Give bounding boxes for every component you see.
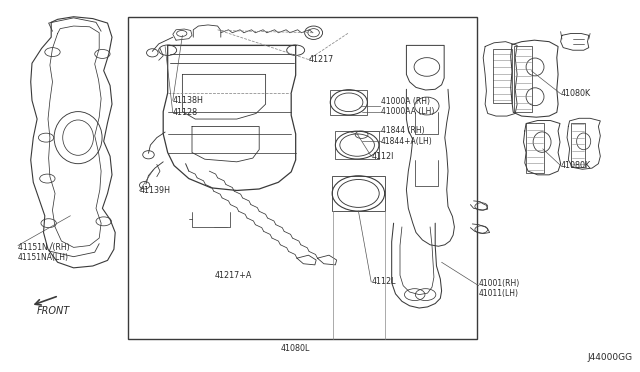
Text: 4112L: 4112L xyxy=(371,278,396,286)
Bar xyxy=(571,123,585,167)
Bar xyxy=(128,17,477,339)
Text: 41011(LH): 41011(LH) xyxy=(479,289,519,298)
Text: 41844+A(LH): 41844+A(LH) xyxy=(381,137,433,146)
Text: 41080K: 41080K xyxy=(561,161,591,170)
Text: 41000AA (LH): 41000AA (LH) xyxy=(381,107,434,116)
Text: 41128: 41128 xyxy=(173,108,198,117)
Text: J44000GG: J44000GG xyxy=(587,353,632,362)
Text: 41217: 41217 xyxy=(308,55,333,64)
Bar xyxy=(493,49,512,103)
Text: 41151NA(LH): 41151NA(LH) xyxy=(18,253,69,262)
Text: 41080L: 41080L xyxy=(281,344,310,353)
Text: FRONT: FRONT xyxy=(37,306,70,316)
Text: 41080K: 41080K xyxy=(561,89,591,98)
Bar xyxy=(332,176,385,211)
Text: 41000A (RH): 41000A (RH) xyxy=(381,97,430,106)
Bar xyxy=(330,90,367,115)
Text: 4112I: 4112I xyxy=(371,152,394,161)
Text: 41217+A: 41217+A xyxy=(214,271,252,280)
Text: 41151N  (RH): 41151N (RH) xyxy=(18,243,70,252)
Text: 41139H: 41139H xyxy=(140,186,170,195)
Bar xyxy=(514,46,532,112)
Text: 41138H: 41138H xyxy=(173,96,204,105)
Text: 41001(RH): 41001(RH) xyxy=(479,279,520,288)
Text: 41844 (RH): 41844 (RH) xyxy=(381,126,424,135)
Bar xyxy=(335,131,379,159)
Bar xyxy=(526,123,544,173)
